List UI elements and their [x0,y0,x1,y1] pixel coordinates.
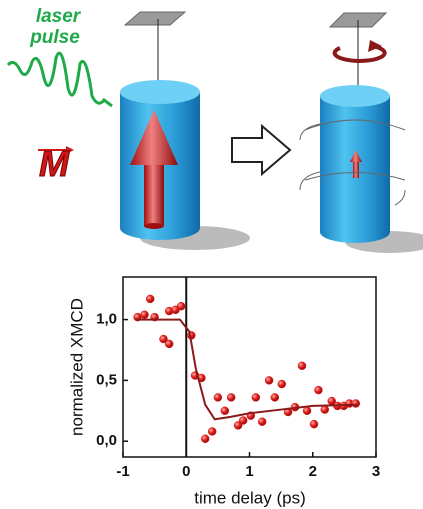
x-tick-label: 1 [245,463,253,480]
data-point [226,393,236,402]
vector-arrow-head [66,146,74,154]
left-cylinder [120,11,250,250]
data-point [251,393,261,402]
data-point [270,393,280,402]
y-tick-label: 0,0 [96,432,117,449]
data-point [297,361,307,371]
pulse-label: laser [36,6,82,27]
x-tick-label: 2 [309,463,317,480]
data-point [238,416,248,425]
data-point [264,376,274,385]
laser-wave [6,51,113,108]
data-point [277,379,287,389]
y-tick-label: 1,0 [96,311,117,328]
x-axis-label: time delay (ps) [194,488,305,507]
process-arrow [231,123,292,177]
data-point [176,301,186,311]
data-point [207,427,217,436]
right-cylinder [299,12,423,253]
data-point [159,334,168,344]
data-point [213,393,223,402]
data-point [164,339,174,349]
data-point [220,406,230,416]
x-tick-label: 0 [182,463,190,480]
data-point [314,385,323,395]
data-point [351,399,361,408]
pulse-label: pulse [29,27,80,48]
data-point [145,294,155,304]
fit-line [135,318,358,421]
data-point [140,310,149,319]
data-point [257,417,267,426]
x-tick-label: -1 [116,463,129,480]
data-point [302,406,312,416]
y-tick-label: 0,5 [96,371,117,388]
magnetization-label: M [39,143,70,184]
chart: time delay (ps) normalized XMCD -1 0 1 2 3 0,… [67,276,380,507]
y-axis-label: normalized XMCD [67,298,86,436]
data-point [309,419,319,429]
x-tick-label: 3 [372,463,380,480]
plot-frame [122,276,377,458]
data-point [200,434,210,444]
data-point [320,405,330,414]
